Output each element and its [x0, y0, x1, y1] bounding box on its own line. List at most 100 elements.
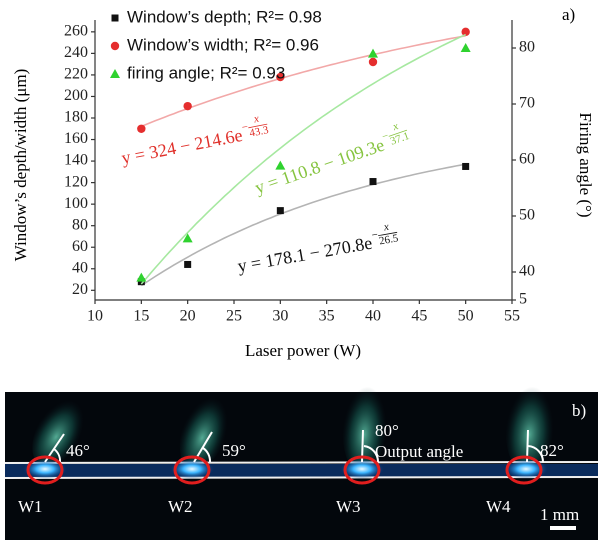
equation-fraction-bar [388, 129, 408, 137]
plume [32, 393, 88, 467]
x-tick-label: 40 [365, 308, 381, 325]
y-tick-label: 20 [72, 281, 88, 298]
x-tick-label: 55 [504, 308, 520, 325]
fit-curve [140, 163, 466, 287]
y2-tick-label: 40 [519, 263, 535, 280]
equation-sign: − [380, 130, 390, 143]
marker [182, 233, 193, 243]
marker [110, 69, 120, 78]
marker [460, 43, 471, 52]
scale-bar [550, 526, 576, 530]
y2-tick-label: 60 [519, 151, 535, 168]
x-tick-label: 45 [411, 308, 427, 325]
equation-numerator: x [390, 120, 400, 133]
angle-arc [527, 445, 545, 463]
window-label: W4 [486, 497, 511, 516]
angle-label: 59° [222, 441, 246, 460]
marker [462, 162, 470, 170]
window-marker [26, 455, 64, 485]
marker [276, 72, 285, 82]
marker [110, 41, 120, 51]
y2-tick-label: 5 [519, 291, 527, 308]
equation-sign: − [241, 121, 249, 134]
y-tick-label: 180 [64, 109, 88, 126]
equation-base: y = 110.8 − 109.3e [252, 135, 387, 198]
marker [368, 57, 378, 67]
x-tick-label: 10 [87, 308, 103, 325]
y2-axis-title: Firing angle (°) [576, 113, 595, 218]
plume [179, 389, 231, 471]
equation-base: y = 178.1 − 270.8e [236, 233, 374, 276]
window-marker [173, 455, 211, 485]
marker [276, 207, 284, 215]
equation-fraction-bar [248, 123, 268, 129]
y-tick-label: 260 [64, 23, 88, 40]
marker [137, 124, 146, 133]
y-tick-label: 120 [64, 173, 88, 190]
plume [505, 377, 555, 473]
equation-denominator: 26.5 [378, 232, 400, 247]
x-tick-label: 20 [180, 308, 196, 325]
y-tick-label: 240 [64, 44, 88, 61]
equation-numerator: x [382, 221, 390, 234]
equation-sign: − [371, 229, 379, 242]
marker [183, 101, 192, 111]
window-spot [23, 459, 67, 479]
window-spot [504, 459, 548, 479]
y-tick-label: 100 [64, 195, 88, 212]
x-tick-label: 50 [458, 308, 474, 325]
marker [368, 48, 378, 58]
panel-label: a) [562, 5, 575, 24]
y2-tick-label: 70 [519, 95, 535, 112]
equation-numerator: x [252, 113, 260, 126]
plume [342, 377, 388, 473]
marker [137, 278, 145, 286]
angle-label: 80° [375, 421, 399, 440]
y2-tick-label: 80 [519, 39, 535, 56]
angle-arc [363, 445, 380, 463]
window-label: W3 [336, 497, 361, 516]
y-axis-title: Window’s depth/width (μm) [11, 69, 30, 262]
y-tick-label: 60 [72, 238, 88, 255]
x-tick-label: 35 [319, 308, 335, 325]
marker [184, 260, 192, 268]
marker [275, 160, 286, 170]
y2-tick-label: 50 [519, 207, 535, 224]
y-tick-label: 200 [64, 87, 88, 104]
angle-caption: Output angle [375, 442, 463, 461]
x-tick-label: 30 [272, 308, 288, 325]
fit-curve [141, 35, 466, 128]
angle-label: 82° [540, 441, 564, 460]
equation-denominator: 43.3 [248, 124, 270, 140]
marker [369, 178, 377, 186]
fit-equation: y = 110.8 − 109.3e−x37.1 [252, 120, 411, 198]
marker [461, 27, 470, 37]
x-tick-label: 25 [226, 308, 242, 325]
fiber-edge [4, 476, 599, 479]
fiber [5, 464, 598, 477]
photo-panel: 46° 59° 80° Output angle 82° W1 W2 W3 W4… [4, 377, 599, 540]
x-tick-label: 15 [133, 308, 149, 325]
x-axis-title: Laser power (W) [245, 341, 361, 360]
window-spot [170, 459, 214, 479]
scale-bar-label: 1 mm [540, 505, 579, 524]
legend-label: Window’s width; R²= 0.96 [127, 35, 319, 54]
legend-label: Window’s depth; R²= 0.98 [127, 7, 322, 26]
marker [111, 14, 119, 22]
fiber-edge [4, 461, 599, 464]
legend-label: firing angle; R²= 0.93 [127, 63, 285, 82]
angle-label: 46° [66, 441, 90, 460]
window-marker [505, 455, 543, 485]
y-tick-label: 220 [64, 66, 88, 83]
window-spot [340, 459, 384, 479]
fit-equation: y = 324 − 214.6e−x43.3 [120, 113, 270, 168]
window-marker [343, 455, 381, 485]
fit-curve [140, 33, 467, 285]
panel-label: b) [572, 401, 586, 420]
marker [136, 272, 147, 282]
angle-arc [202, 447, 211, 463]
window-label: W2 [168, 497, 193, 516]
fit-equation: y = 178.1 − 270.8e−x26.5 [236, 221, 400, 276]
y-tick-label: 140 [64, 152, 88, 169]
